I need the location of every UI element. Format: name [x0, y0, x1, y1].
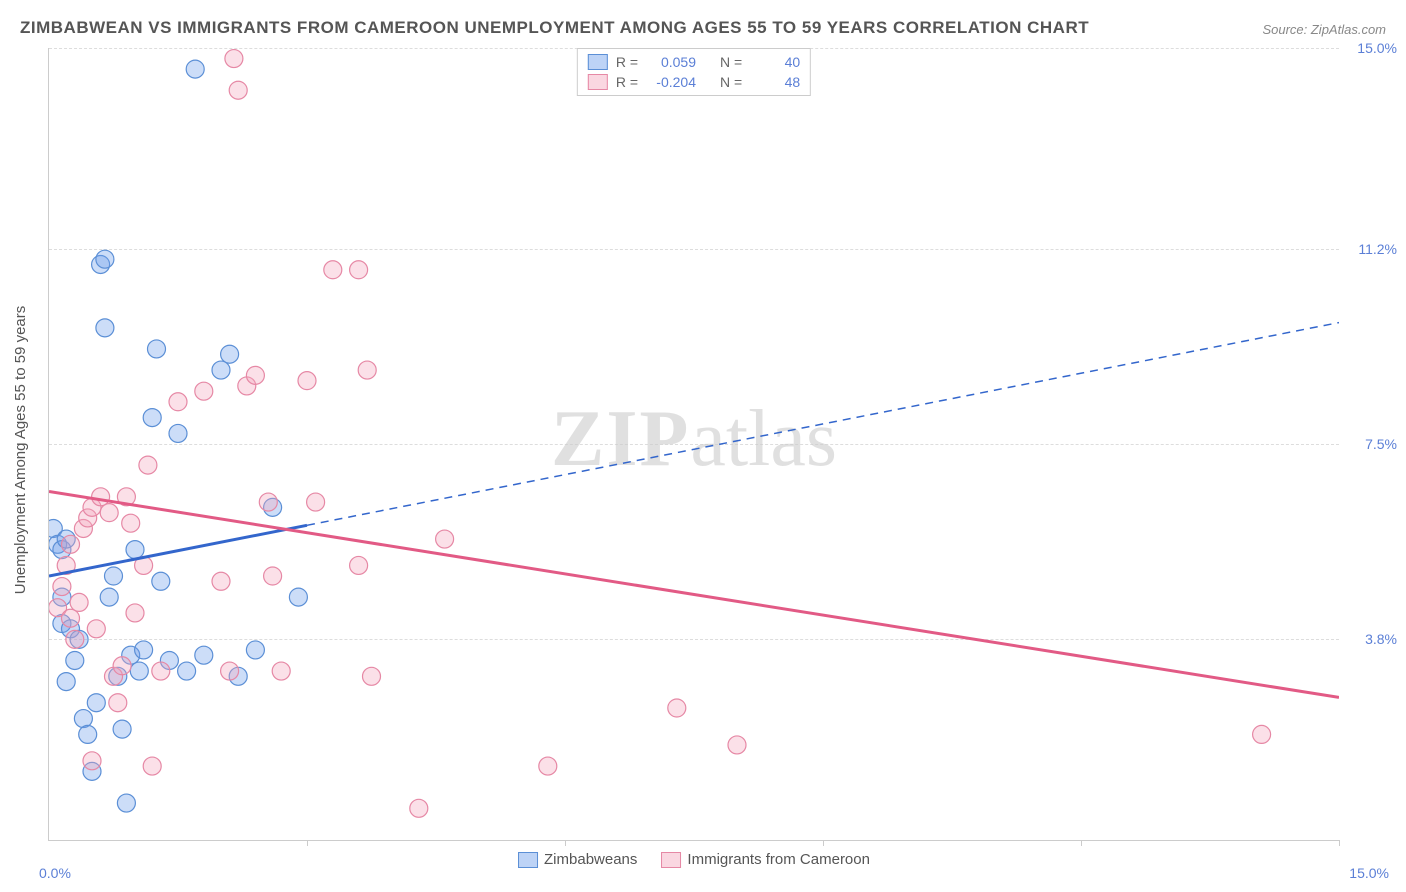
swatch-blue-icon: [518, 852, 538, 868]
source-attribution: Source: ZipAtlas.com: [1262, 22, 1386, 37]
plot-area: ZIPatlas 3.8%7.5%11.2%15.0% R = 0.059 N …: [48, 48, 1339, 841]
chart-container: ZIMBABWEAN VS IMMIGRANTS FROM CAMEROON U…: [0, 0, 1406, 892]
chart-title: ZIMBABWEAN VS IMMIGRANTS FROM CAMEROON U…: [20, 18, 1089, 38]
swatch-pink-icon: [588, 74, 608, 90]
scatter-plot: [49, 48, 1339, 840]
legend-item-zimbabweans: Zimbabweans: [518, 851, 637, 868]
series-legend: Zimbabweans Immigrants from Cameroon: [518, 851, 870, 868]
stats-row-pink: R = -0.204 N = 48: [588, 72, 800, 92]
stats-row-blue: R = 0.059 N = 40: [588, 52, 800, 72]
legend-item-cameroon: Immigrants from Cameroon: [661, 851, 870, 868]
swatch-pink-icon: [661, 852, 681, 868]
y-axis-label: Unemployment Among Ages 55 to 59 years: [12, 306, 29, 595]
swatch-blue-icon: [588, 54, 608, 70]
stats-legend: R = 0.059 N = 40 R = -0.204 N = 48: [577, 48, 811, 96]
